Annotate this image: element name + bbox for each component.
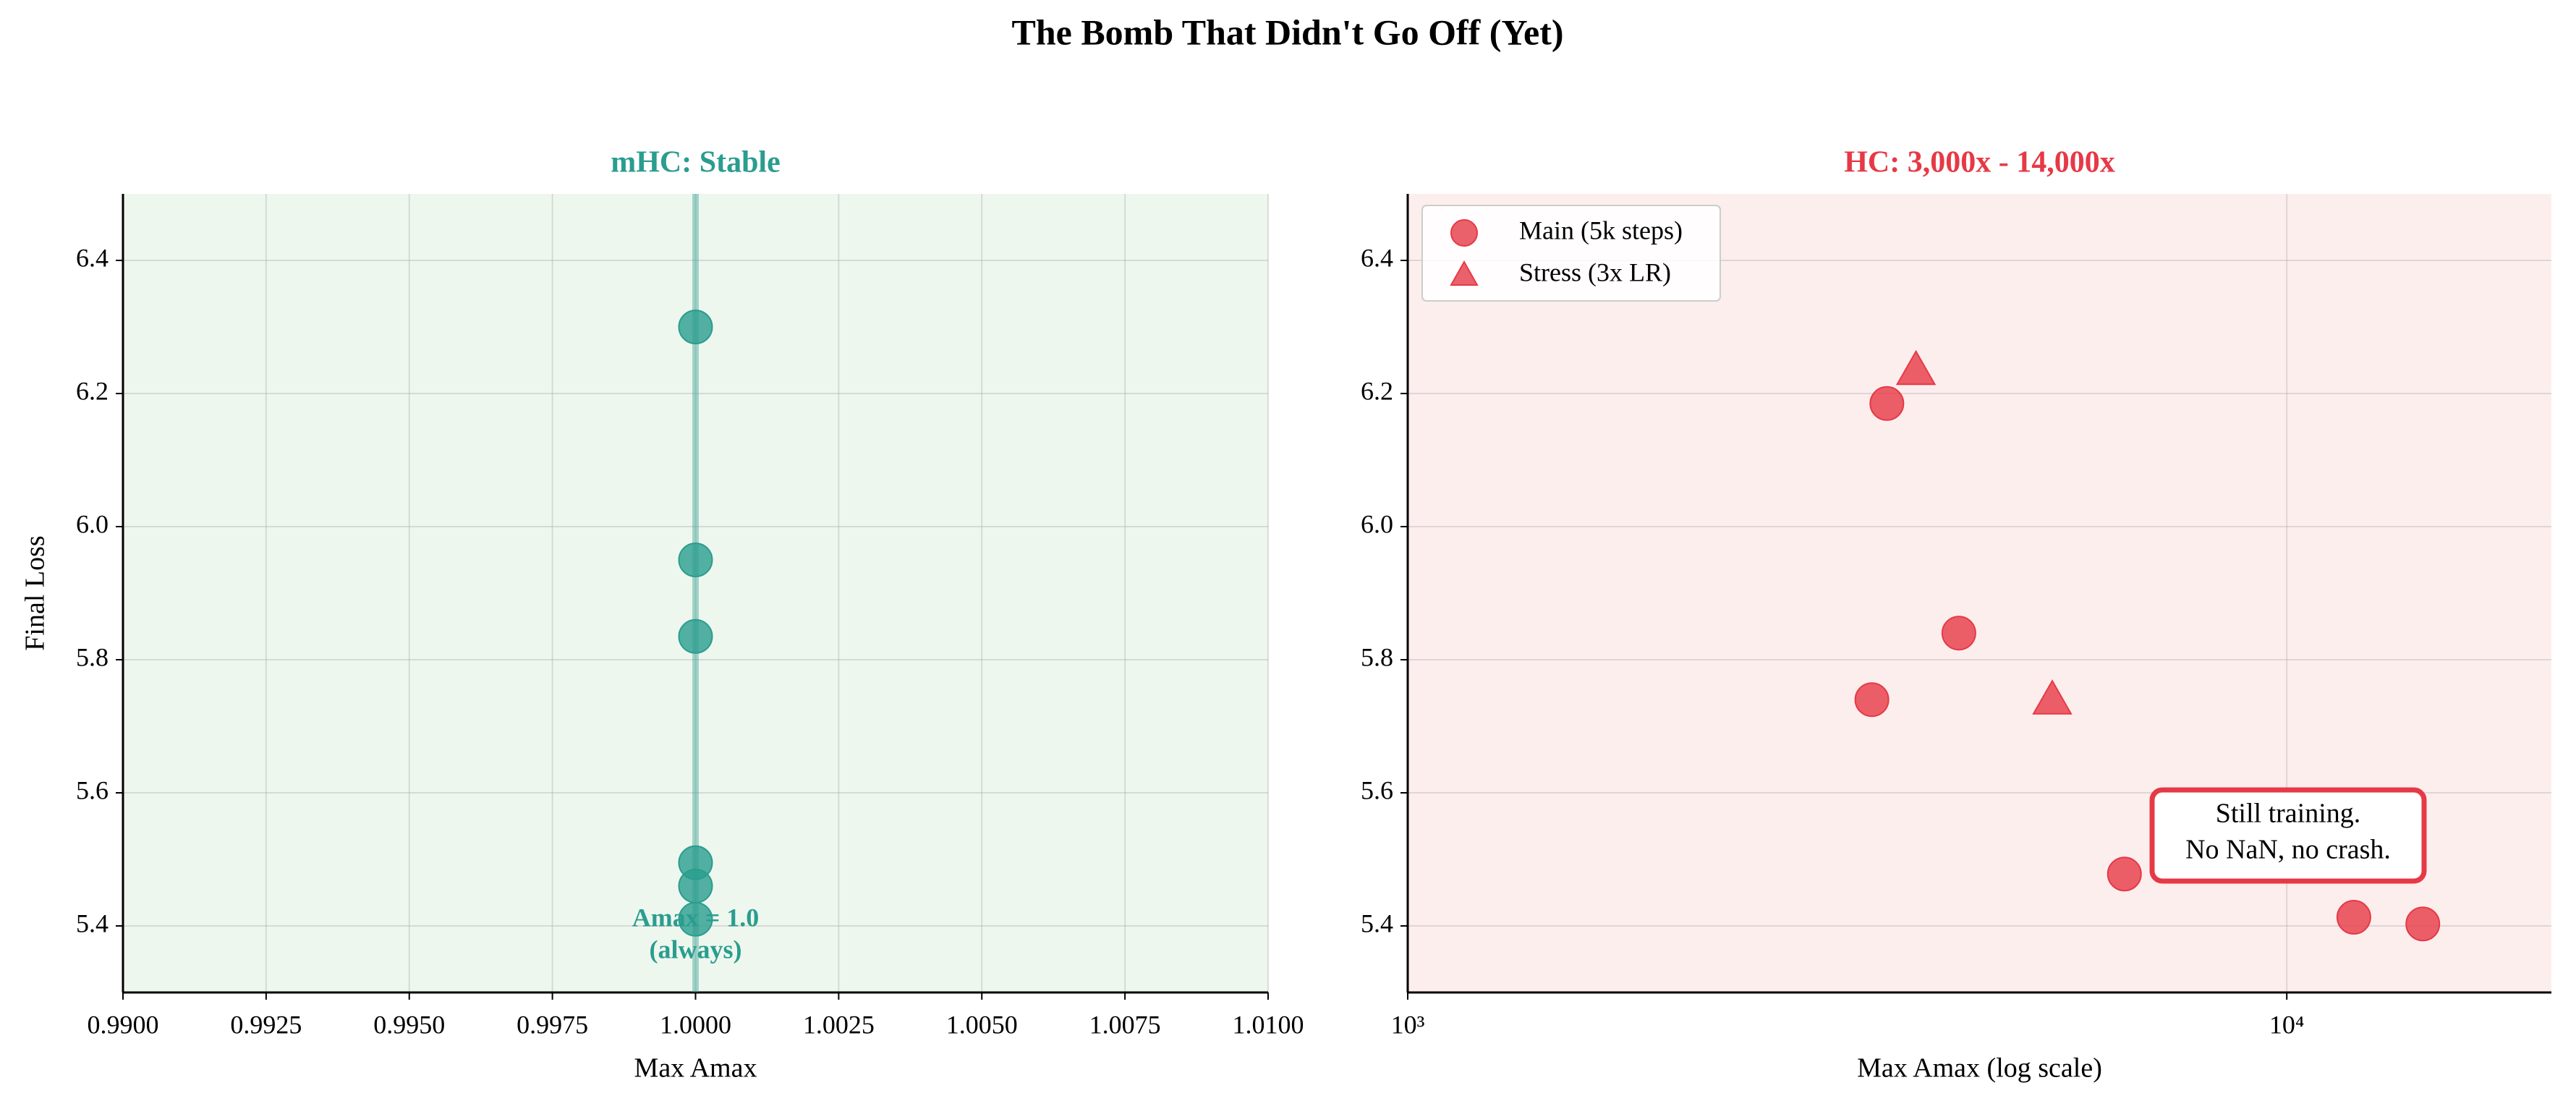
y-axis-label: Final Loss	[20, 535, 51, 650]
x-axis-label: Max Amax	[634, 1053, 757, 1084]
y-tick-label: 5.6	[76, 775, 109, 804]
x-tick-label: 10⁴	[2269, 1010, 2305, 1039]
x-tick-label: 1.0050	[946, 1010, 1018, 1039]
y-tick-label: 6.0	[76, 509, 109, 538]
y-tick-label: 5.4	[76, 909, 109, 937]
y-tick-label: 6.0	[1361, 509, 1393, 538]
x-axis-label: Max Amax (log scale)	[1857, 1053, 2102, 1084]
x-tick-label: 0.9900	[88, 1010, 159, 1039]
x-tick-label: 0.9975	[517, 1010, 588, 1039]
data-point	[2032, 679, 2073, 715]
x-tick-label: 1.0100	[1233, 1010, 1304, 1039]
data-point	[1895, 349, 1937, 386]
y-tick-label: 5.8	[76, 642, 109, 671]
legend-label: Stress (3x LR)	[1519, 258, 1671, 286]
subplot-title: mHC: Stable	[611, 146, 781, 179]
data-point	[1941, 616, 1976, 651]
subplot-title: HC: 3,000x - 14,000x	[1844, 146, 2114, 179]
y-tick-label: 5.8	[1361, 642, 1393, 671]
data-point	[678, 901, 713, 937]
x-tick-label: 10³	[1391, 1010, 1425, 1039]
annotation: Amax = 1.0	[632, 903, 760, 932]
data-point	[678, 310, 713, 344]
y-tick-label: 5.4	[1361, 909, 1393, 937]
y-tick-label: 6.2	[1361, 376, 1393, 405]
annotation-box	[2149, 787, 2427, 884]
legend-box	[1421, 205, 1721, 302]
data-point	[678, 618, 713, 654]
y-tick-label: 6.4	[1361, 243, 1393, 272]
x-tick-label: 1.0025	[803, 1010, 875, 1039]
y-tick-label: 5.6	[1361, 775, 1393, 804]
data-point	[2405, 906, 2441, 942]
data-point	[678, 868, 713, 903]
annotation: Still training.	[2216, 799, 2361, 829]
x-tick-label: 0.9925	[230, 1010, 302, 1039]
data-point	[1854, 682, 1890, 718]
legend-marker	[1450, 219, 1478, 247]
x-tick-label: 1.0000	[660, 1010, 731, 1039]
annotation: No NaN, no crash.	[2185, 835, 2391, 865]
data-point	[2107, 856, 2142, 892]
annotation: (always)	[650, 935, 742, 964]
figure-title: The Bomb That Didn't Go Off (Yet)	[1011, 12, 1563, 52]
data-point	[2336, 900, 2371, 935]
data-point	[1869, 386, 1905, 421]
y-tick-label: 6.2	[76, 376, 109, 405]
x-tick-label: 0.9950	[373, 1010, 445, 1039]
legend-label: Main (5k steps)	[1519, 216, 1683, 245]
legend-marker	[1450, 260, 1479, 286]
y-tick-label: 6.4	[76, 243, 109, 272]
data-point	[678, 543, 713, 577]
x-tick-label: 1.0075	[1089, 1010, 1161, 1039]
